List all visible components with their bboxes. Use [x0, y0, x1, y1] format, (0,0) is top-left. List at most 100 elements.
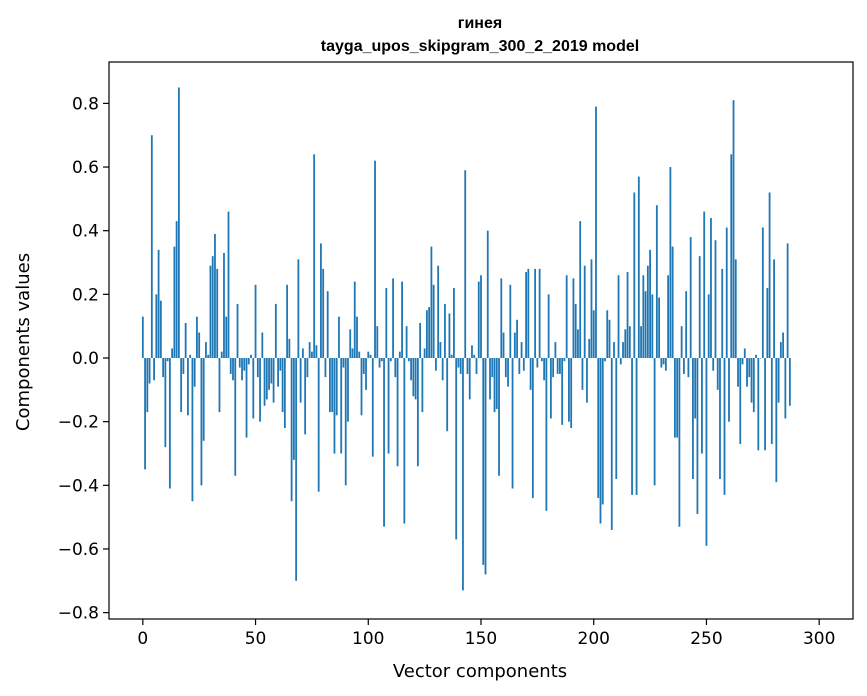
- bar-43: [238, 358, 241, 368]
- bar-140: [457, 358, 460, 368]
- bar-33: [216, 268, 219, 359]
- bar-191: [572, 278, 575, 358]
- bar-108: [385, 287, 388, 358]
- bar-121: [414, 358, 417, 400]
- bar-283: [779, 342, 782, 358]
- bar-19: [184, 322, 187, 358]
- bar-42: [236, 303, 239, 359]
- bar-236: [673, 358, 676, 438]
- bar-35: [220, 351, 223, 359]
- bar-265: [739, 358, 742, 444]
- y-axis-label: Components values: [13, 253, 34, 431]
- bar-137: [450, 354, 453, 358]
- bar-89: [342, 358, 345, 368]
- bar-257: [721, 268, 724, 359]
- bar-114: [398, 351, 401, 359]
- bar-85: [333, 358, 336, 454]
- bar-101: [369, 354, 372, 358]
- bar-155: [491, 358, 494, 378]
- bar-276: [764, 358, 766, 451]
- bar-256: [719, 358, 721, 479]
- bar-177: [540, 358, 543, 362]
- bar-178: [543, 358, 546, 381]
- x-tick-label: 0: [137, 629, 148, 649]
- bar-52: [259, 358, 261, 422]
- bar-157: [495, 358, 498, 409]
- bar-18: [182, 358, 185, 374]
- bar-159: [500, 278, 503, 358]
- bar-149: [477, 281, 480, 359]
- bar-160: [502, 332, 505, 358]
- bar-180: [547, 294, 550, 359]
- bar-158: [498, 358, 500, 476]
- bar-255: [716, 358, 719, 390]
- bar-156: [493, 358, 496, 413]
- bar-284: [782, 332, 785, 358]
- bar-196: [583, 265, 586, 358]
- bar-111: [392, 278, 394, 358]
- x-axis-ticks: 0 50 100 150 200 250 300: [137, 619, 835, 649]
- bar-28: [205, 342, 207, 358]
- bar-210: [615, 358, 618, 479]
- bar-2: [146, 358, 149, 413]
- bar-series: [141, 87, 791, 591]
- bar-270: [750, 358, 753, 403]
- x-tick-label: 100: [352, 629, 384, 649]
- bar-280: [773, 259, 775, 359]
- bar-176: [538, 268, 541, 359]
- bar-233: [667, 275, 670, 358]
- bar-107: [383, 358, 385, 527]
- y-tick-label: −0.6: [58, 540, 99, 560]
- bar-80: [322, 268, 325, 359]
- bar-171: [527, 268, 530, 359]
- bar-135: [446, 358, 449, 432]
- bar-68: [295, 358, 298, 581]
- bar-175: [536, 358, 539, 368]
- x-tick-label: 300: [803, 629, 835, 649]
- bar-241: [685, 291, 688, 359]
- bar-193: [577, 329, 579, 359]
- bar-261: [730, 154, 733, 358]
- bar-65: [288, 338, 291, 359]
- bar-106: [380, 358, 383, 362]
- bar-93: [351, 348, 354, 359]
- bar-252: [710, 217, 712, 359]
- bar-206: [606, 310, 609, 358]
- bar-274: [759, 358, 762, 359]
- bar-90: [344, 358, 347, 486]
- bar-61: [279, 358, 282, 371]
- bar-112: [394, 358, 397, 378]
- bar-82: [326, 291, 329, 359]
- bar-247: [698, 256, 701, 358]
- bar-195: [581, 358, 584, 390]
- bar-277: [766, 287, 769, 358]
- bar-30: [209, 265, 212, 358]
- bar-208: [610, 358, 613, 530]
- bar-146: [471, 345, 473, 358]
- bar-279: [770, 358, 773, 444]
- y-tick-label: 0.8: [72, 94, 99, 114]
- bar-139: [455, 358, 458, 540]
- bar-287: [788, 358, 791, 406]
- bar-244: [692, 358, 694, 479]
- y-tick-label: 0.0: [72, 349, 99, 369]
- bar-110: [389, 358, 392, 362]
- bar-286: [786, 243, 789, 358]
- bar-14: [173, 246, 176, 359]
- bar-38: [227, 211, 230, 358]
- bar-123: [419, 322, 422, 358]
- bar-100: [367, 351, 370, 359]
- bar-105: [378, 358, 381, 368]
- x-tick-label: 200: [578, 629, 610, 649]
- bar-8: [159, 300, 162, 358]
- bar-216: [628, 326, 631, 359]
- bar-260: [728, 358, 730, 422]
- bar-278: [768, 192, 771, 359]
- bar-231: [662, 358, 665, 365]
- bar-232: [664, 358, 667, 371]
- bar-198: [588, 338, 591, 359]
- bar-150: [480, 275, 482, 358]
- bar-240: [683, 358, 685, 374]
- bar-1: [144, 358, 146, 470]
- bar-23: [193, 358, 196, 387]
